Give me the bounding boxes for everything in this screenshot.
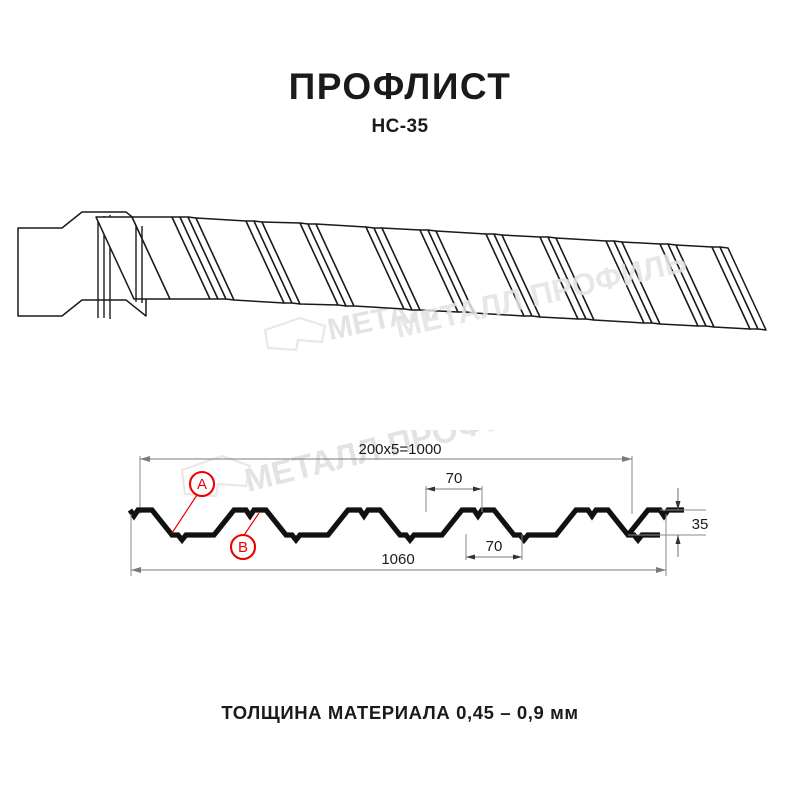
marker-b-label: B	[238, 539, 248, 556]
marker-a: A	[171, 470, 216, 534]
marker-a-label: A	[197, 476, 207, 493]
dimension-height-label: 35	[692, 516, 709, 533]
dimension-height: 35	[628, 488, 708, 557]
dimension-pitch-total: 200x5=1000	[139, 441, 633, 514]
dimension-overall-width: 1060	[130, 514, 667, 576]
dimension-pitch-total-label: 200x5=1000	[359, 441, 442, 458]
page-title: ПРОФЛИСТ	[288, 66, 512, 107]
dimension-crest-width: 70	[425, 470, 483, 512]
dimension-crest-width-label: 70	[446, 470, 463, 487]
dimension-trough-width: 70	[465, 534, 523, 560]
cross-section-view: МЕТАЛЛ ПРОФИЛЬ 200x5=1000 70	[127, 430, 708, 576]
dimension-overall-width-label: 1060	[381, 551, 414, 568]
marker-b: B	[229, 512, 260, 561]
iso-panels	[95, 215, 767, 331]
dimension-trough-width-label: 70	[486, 538, 503, 555]
model-designation: НС-35	[371, 116, 429, 137]
isometric-view: МЕТАЛЛ ПРОФИЛЬ	[17, 211, 767, 352]
profile-outline	[127, 507, 684, 545]
material-thickness-caption: ТОЛЩИНА МАТЕРИАЛА 0,45 – 0,9 мм	[221, 702, 579, 723]
